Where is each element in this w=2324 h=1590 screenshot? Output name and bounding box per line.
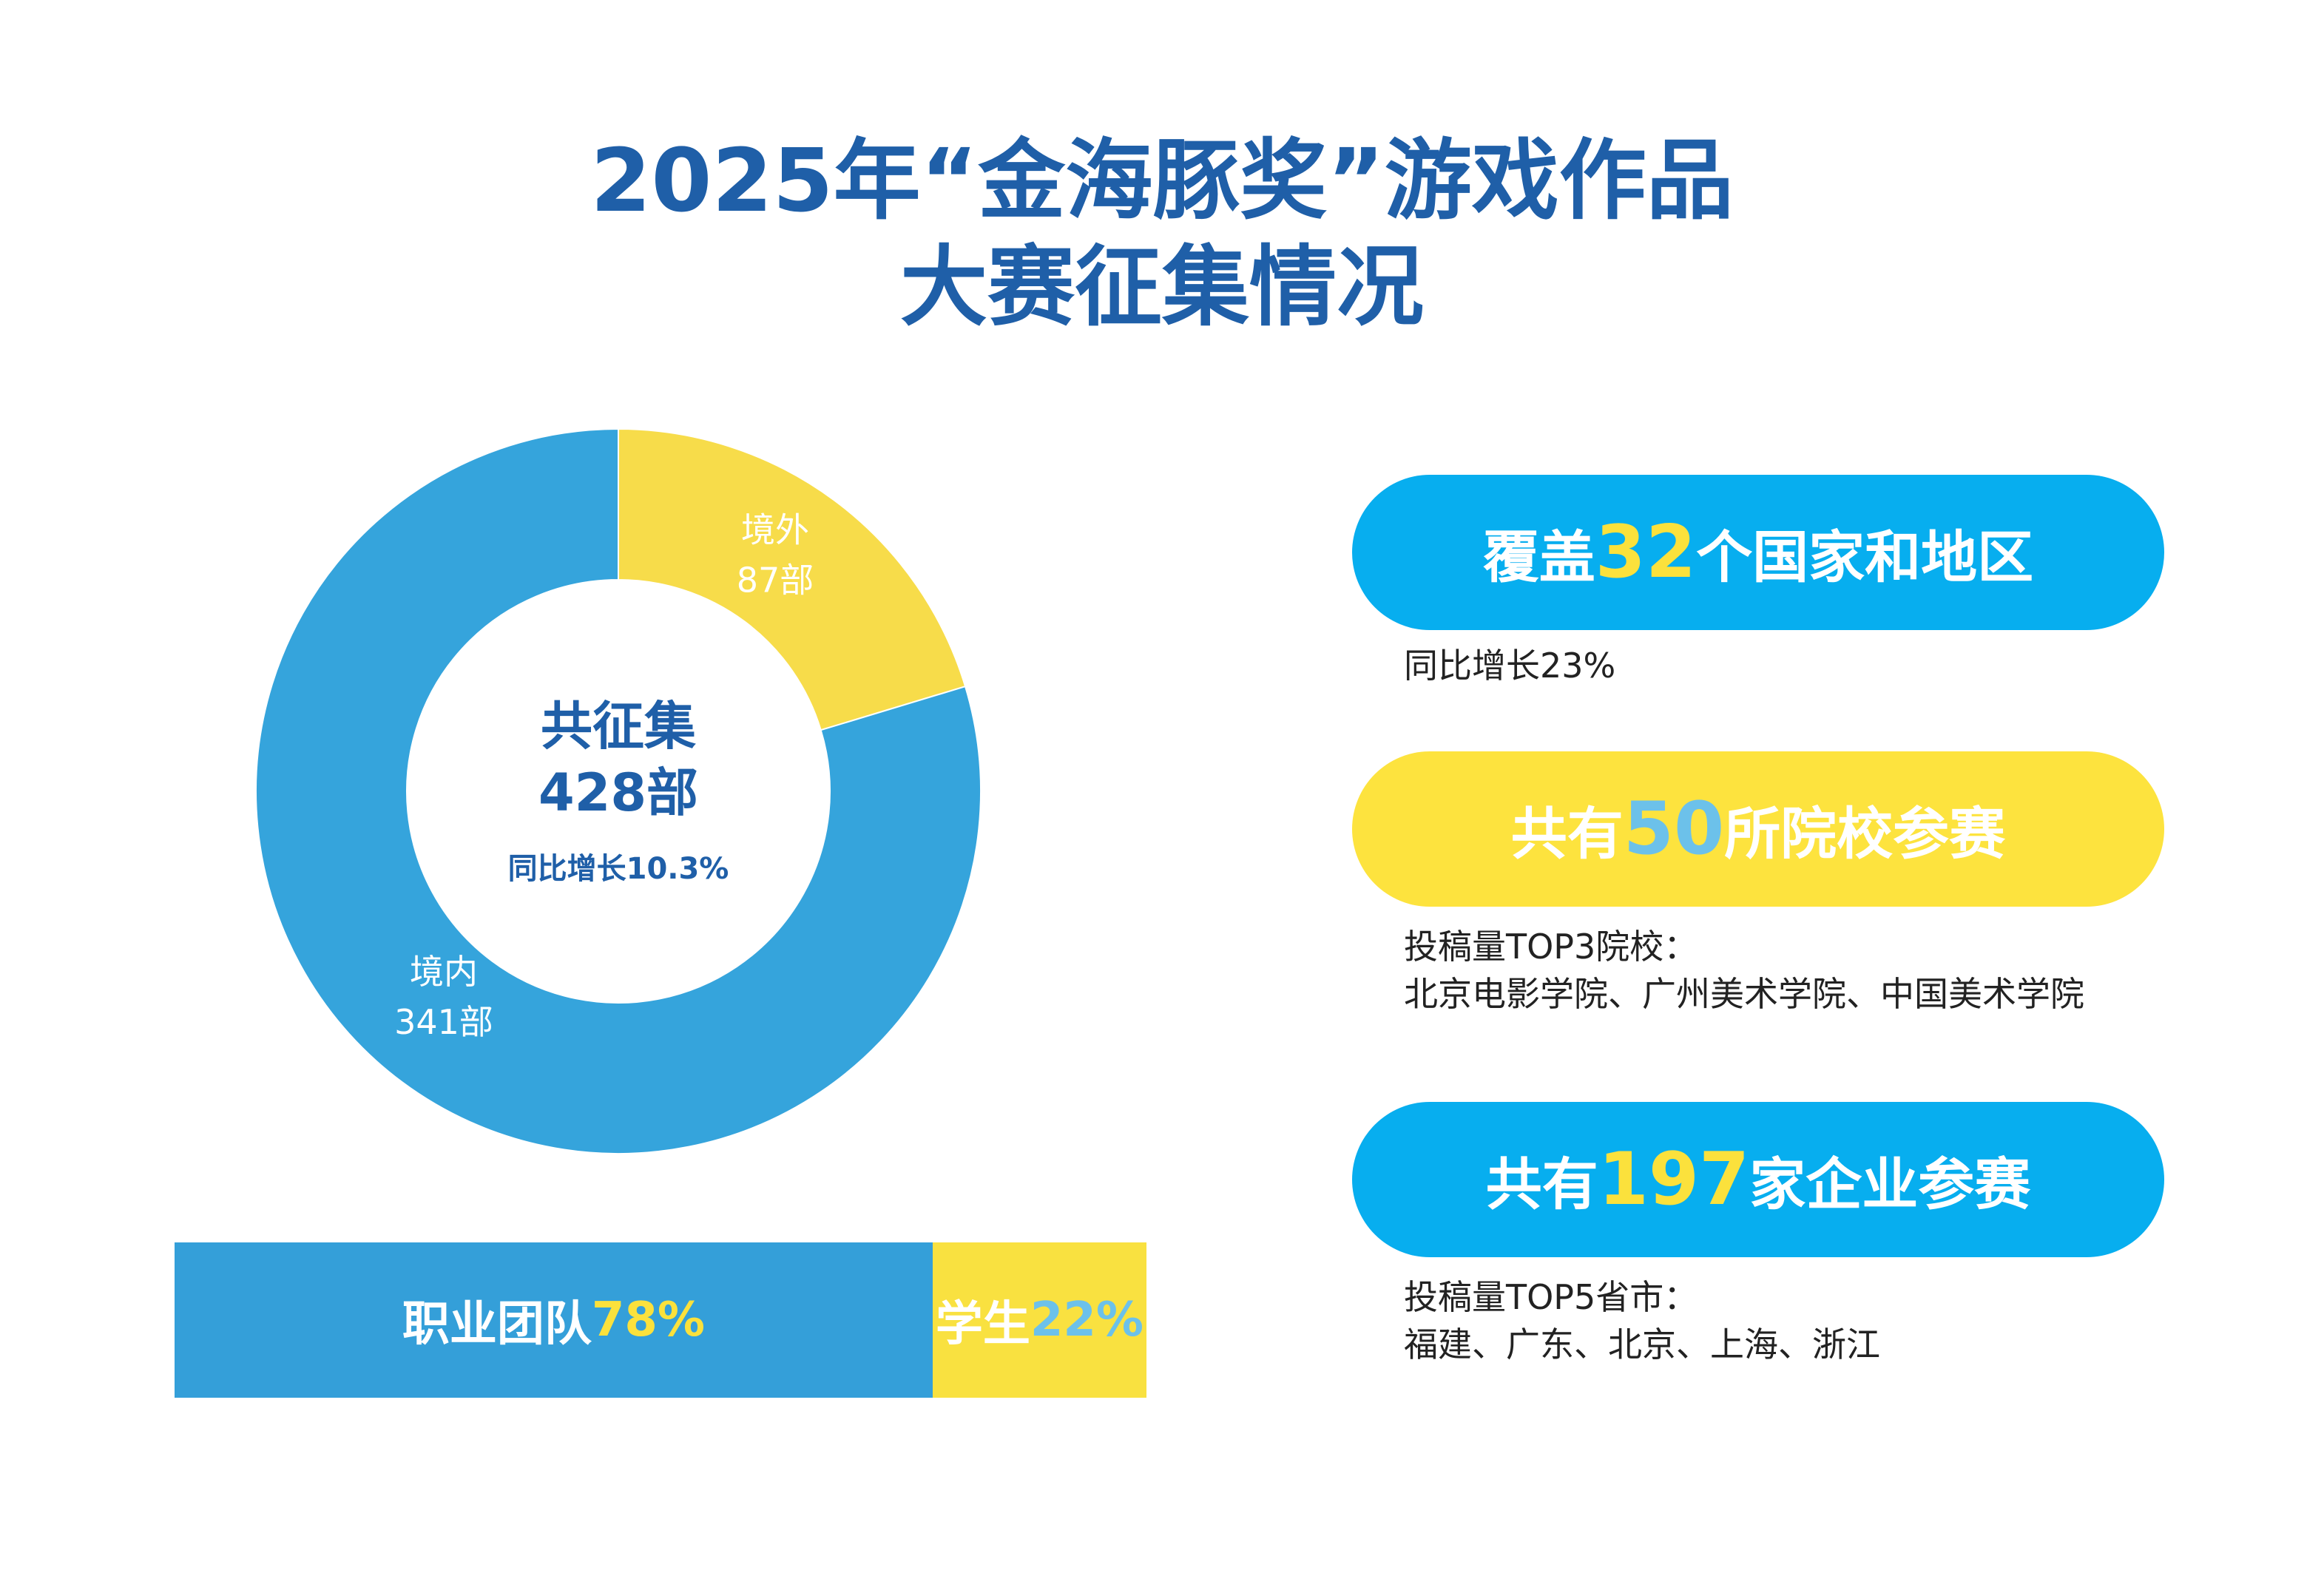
- note-line: 同比增长23%: [1404, 646, 1616, 686]
- donut-slice-label-0: 境外: [741, 510, 809, 550]
- stack-percent-professional: 78%: [591, 1293, 706, 1347]
- page-title: 2025年“金海豚奖”游戏作品 大赛征集情况: [0, 127, 2324, 340]
- stack-label-student: 学生: [935, 1297, 1030, 1352]
- stat-note-colleges: 投稿量TOP3院校： 北京电影学院、广州美术学院、中国美术学院: [1404, 923, 2084, 1018]
- stat-number: 32: [1595, 510, 1697, 595]
- stat-pill-colleges: 共有 50 所院校参赛: [1352, 751, 2164, 907]
- stat-prefix: 共有: [1485, 1151, 1598, 1217]
- stat-prefix: 共有: [1510, 801, 1624, 867]
- stat-pill-companies: 共有 197 家企业参赛: [1352, 1102, 2164, 1257]
- note-line: 福建、广东、北京、上海、浙江: [1404, 1325, 1880, 1364]
- stat-note-countries: 同比增长23%: [1404, 642, 1615, 689]
- donut-center-title: 共征集: [541, 696, 696, 757]
- title-line-1: 2025年“金海豚奖”游戏作品: [590, 129, 1734, 231]
- stat-suffix: 所院校参赛: [1724, 801, 2006, 867]
- stat-suffix: 个国家和地区: [1696, 524, 2034, 590]
- note-line: 投稿量TOP3院校：: [1404, 927, 1698, 967]
- stack-segment-student: 学生 22%: [932, 1242, 1146, 1398]
- donut-slice-label-1: 境内: [410, 952, 478, 992]
- stat-note-companies: 投稿量TOP5省市： 福建、广东、北京、上海、浙江: [1404, 1273, 1880, 1368]
- donut-slice-value-1: 341部: [394, 1002, 493, 1042]
- donut-slices: [255, 427, 982, 1154]
- stat-pill-countries: 覆盖 32 个国家和地区: [1352, 475, 2164, 630]
- donut-center-total: 428部: [538, 762, 698, 823]
- donut-slice-0: [618, 427, 967, 731]
- stat-prefix: 覆盖: [1482, 524, 1595, 590]
- note-line: 投稿量TOP5省市：: [1404, 1277, 1698, 1317]
- donut-center-growth: 同比增长10.3%: [508, 852, 729, 886]
- stat-number: 50: [1623, 787, 1725, 871]
- stack-percent-student: 22%: [1030, 1293, 1144, 1347]
- team-share-bar: 职业团队 78% 学生 22%: [175, 1242, 1146, 1398]
- donut-slice-value-0: 87部: [737, 561, 814, 601]
- donut-slice-1: [255, 427, 982, 1154]
- stat-suffix: 家企业参赛: [1749, 1151, 2031, 1217]
- stack-label-professional: 职业团队: [402, 1297, 592, 1352]
- title-line-2: 大赛征集情况: [899, 236, 1424, 338]
- note-line: 北京电影学院、广州美术学院、中国美术学院: [1404, 974, 2084, 1014]
- stat-number: 197: [1598, 1137, 1750, 1222]
- stack-segment-professional: 职业团队 78%: [175, 1242, 933, 1398]
